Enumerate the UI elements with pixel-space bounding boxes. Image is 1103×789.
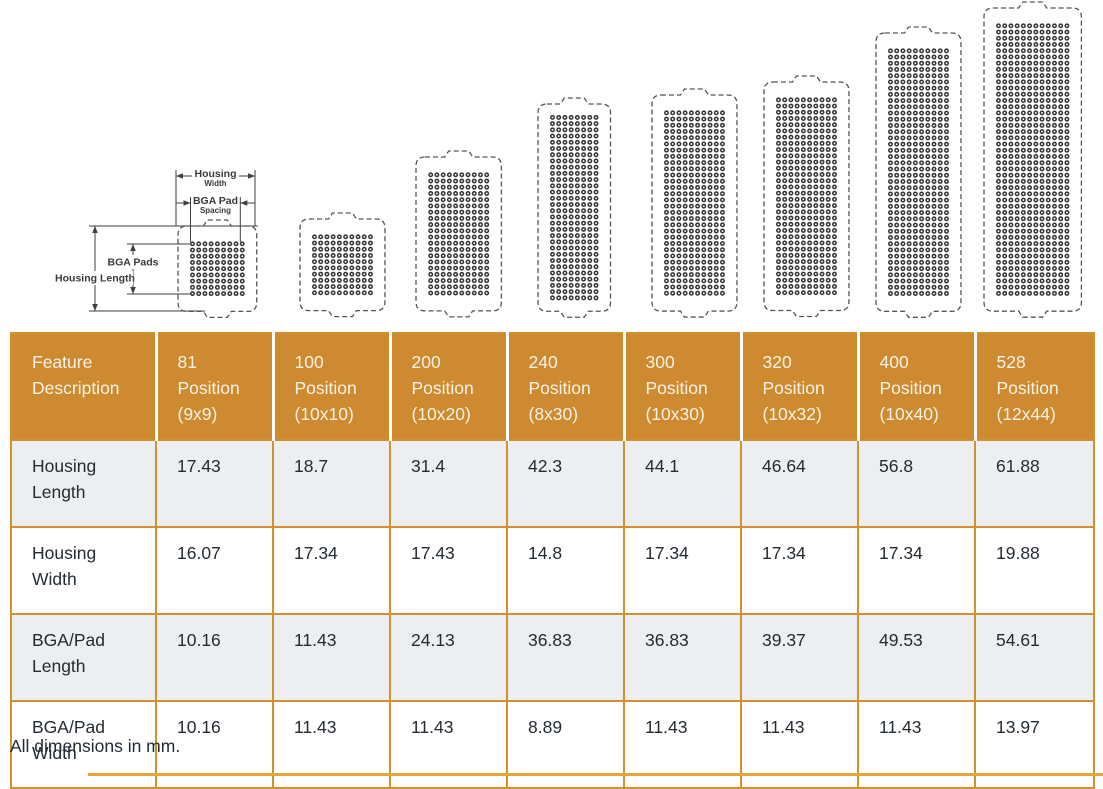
row-label: BGA/Pad Length: [10, 613, 157, 702]
cell: 17.34: [623, 526, 742, 615]
pad-spacing-label: BGA Pad: [193, 195, 238, 207]
cell: 17.34: [740, 526, 859, 615]
cell: 54.61: [974, 613, 1095, 702]
cell: 17.34: [857, 526, 976, 615]
cell: 39.37: [740, 613, 859, 702]
bga-pad-grid: [312, 234, 373, 296]
arrowhead: [240, 200, 248, 206]
cell: 42.3: [506, 439, 625, 528]
cell: 17.43: [155, 439, 274, 528]
cell: 16.07: [155, 526, 274, 615]
package-illustration-320-position: [763, 75, 850, 318]
dimensions-table: Feature Description 81 Position (9x9) 10…: [10, 332, 1095, 789]
housing-outline: [299, 212, 386, 318]
bga-pads-label: BGA Pads: [108, 257, 159, 269]
column-header-200: 200 Position (10x20): [390, 333, 509, 441]
arrowhead: [183, 200, 191, 206]
row-label: Housing Width: [10, 526, 157, 615]
housing-length-label: Housing Length: [55, 273, 135, 285]
table-row-housing-width: Housing Width 16.07 17.34 17.43 14.8 17.…: [10, 526, 1095, 615]
package-illustration-81-position: [177, 218, 258, 318]
housing-outline: [651, 88, 738, 318]
housing-width-sublabel: Width: [204, 179, 226, 188]
housing-width-label: Housing: [195, 168, 237, 180]
housing-outline: [763, 75, 850, 318]
bga-pad-grid: [550, 114, 599, 301]
cell: 49.53: [857, 613, 976, 702]
housing-outline: [983, 1, 1083, 318]
cell: 17.43: [389, 526, 508, 615]
cell: 44.1: [623, 439, 742, 528]
package-illustration-400-position: [875, 26, 962, 318]
cell: 36.83: [623, 613, 742, 702]
arrowhead: [176, 173, 183, 179]
column-header-feature: Feature Description: [11, 333, 158, 441]
table-row-housing-length: Housing Length 17.43 18.7 31.4 42.3 44.1…: [10, 439, 1095, 528]
bga-pad-grid: [664, 110, 725, 296]
bga-pad-grid: [888, 48, 949, 296]
housing-outline: [177, 218, 258, 318]
bga-pad-grid: [428, 172, 490, 296]
pad-spacing-sublabel: Spacing: [200, 206, 231, 215]
column-header-528: 528 Position (12x44): [975, 333, 1095, 441]
cell: 17.34: [272, 526, 391, 615]
column-header-100: 100 Position (10x10): [273, 333, 392, 441]
arrowhead: [248, 173, 255, 179]
cell: 56.8: [857, 439, 976, 528]
arrowhead: [92, 226, 98, 233]
cell: 10.16: [155, 613, 274, 702]
cell: 36.83: [506, 613, 625, 702]
header-row: Feature Description 81 Position (9x9) 10…: [11, 333, 1095, 441]
arrowhead: [130, 287, 136, 294]
bga-pad-grid: [996, 23, 1070, 296]
column-header-300: 300 Position (10x30): [624, 333, 743, 441]
cell: 46.64: [740, 439, 859, 528]
arrowhead: [130, 244, 136, 251]
cell: 18.7: [272, 439, 391, 528]
package-illustration-300-position: [651, 88, 738, 318]
bga-package-diagram: Housing Width BGA Pad Spacing BGA Pads H…: [0, 0, 1103, 332]
package-illustration-100-position: [299, 212, 386, 318]
column-header-320: 320 Position (10x32): [741, 333, 860, 441]
housing-outline: [875, 26, 962, 318]
cell: 24.13: [389, 613, 508, 702]
cell: 14.8: [506, 526, 625, 615]
cell: 11.43: [272, 613, 391, 702]
units-note: All dimensions in mm.: [10, 736, 181, 756]
package-illustration-200-position: [415, 150, 503, 318]
table-row-pad-length: BGA/Pad Length 10.16 11.43 24.13 36.83 3…: [10, 613, 1095, 702]
package-illustration-528-position: [983, 1, 1083, 318]
bottom-rule: [88, 773, 1103, 776]
cell: 31.4: [389, 439, 508, 528]
column-header-400: 400 Position (10x40): [858, 333, 977, 441]
row-label: Housing Length: [10, 439, 157, 528]
bga-pad-grid: [190, 240, 245, 296]
housing-outline: [537, 97, 612, 318]
bga-pad-grid: [776, 97, 837, 296]
column-header-81: 81 Position (9x9): [156, 333, 275, 441]
column-header-240: 240 Position (8x30): [507, 333, 626, 441]
cell: 19.88: [974, 526, 1095, 615]
package-illustration-240-position: [537, 97, 612, 318]
arrowhead: [92, 304, 98, 311]
dimension-annotations: Housing Width BGA Pad Spacing BGA Pads H…: [55, 167, 258, 312]
cell: 61.88: [974, 439, 1095, 528]
